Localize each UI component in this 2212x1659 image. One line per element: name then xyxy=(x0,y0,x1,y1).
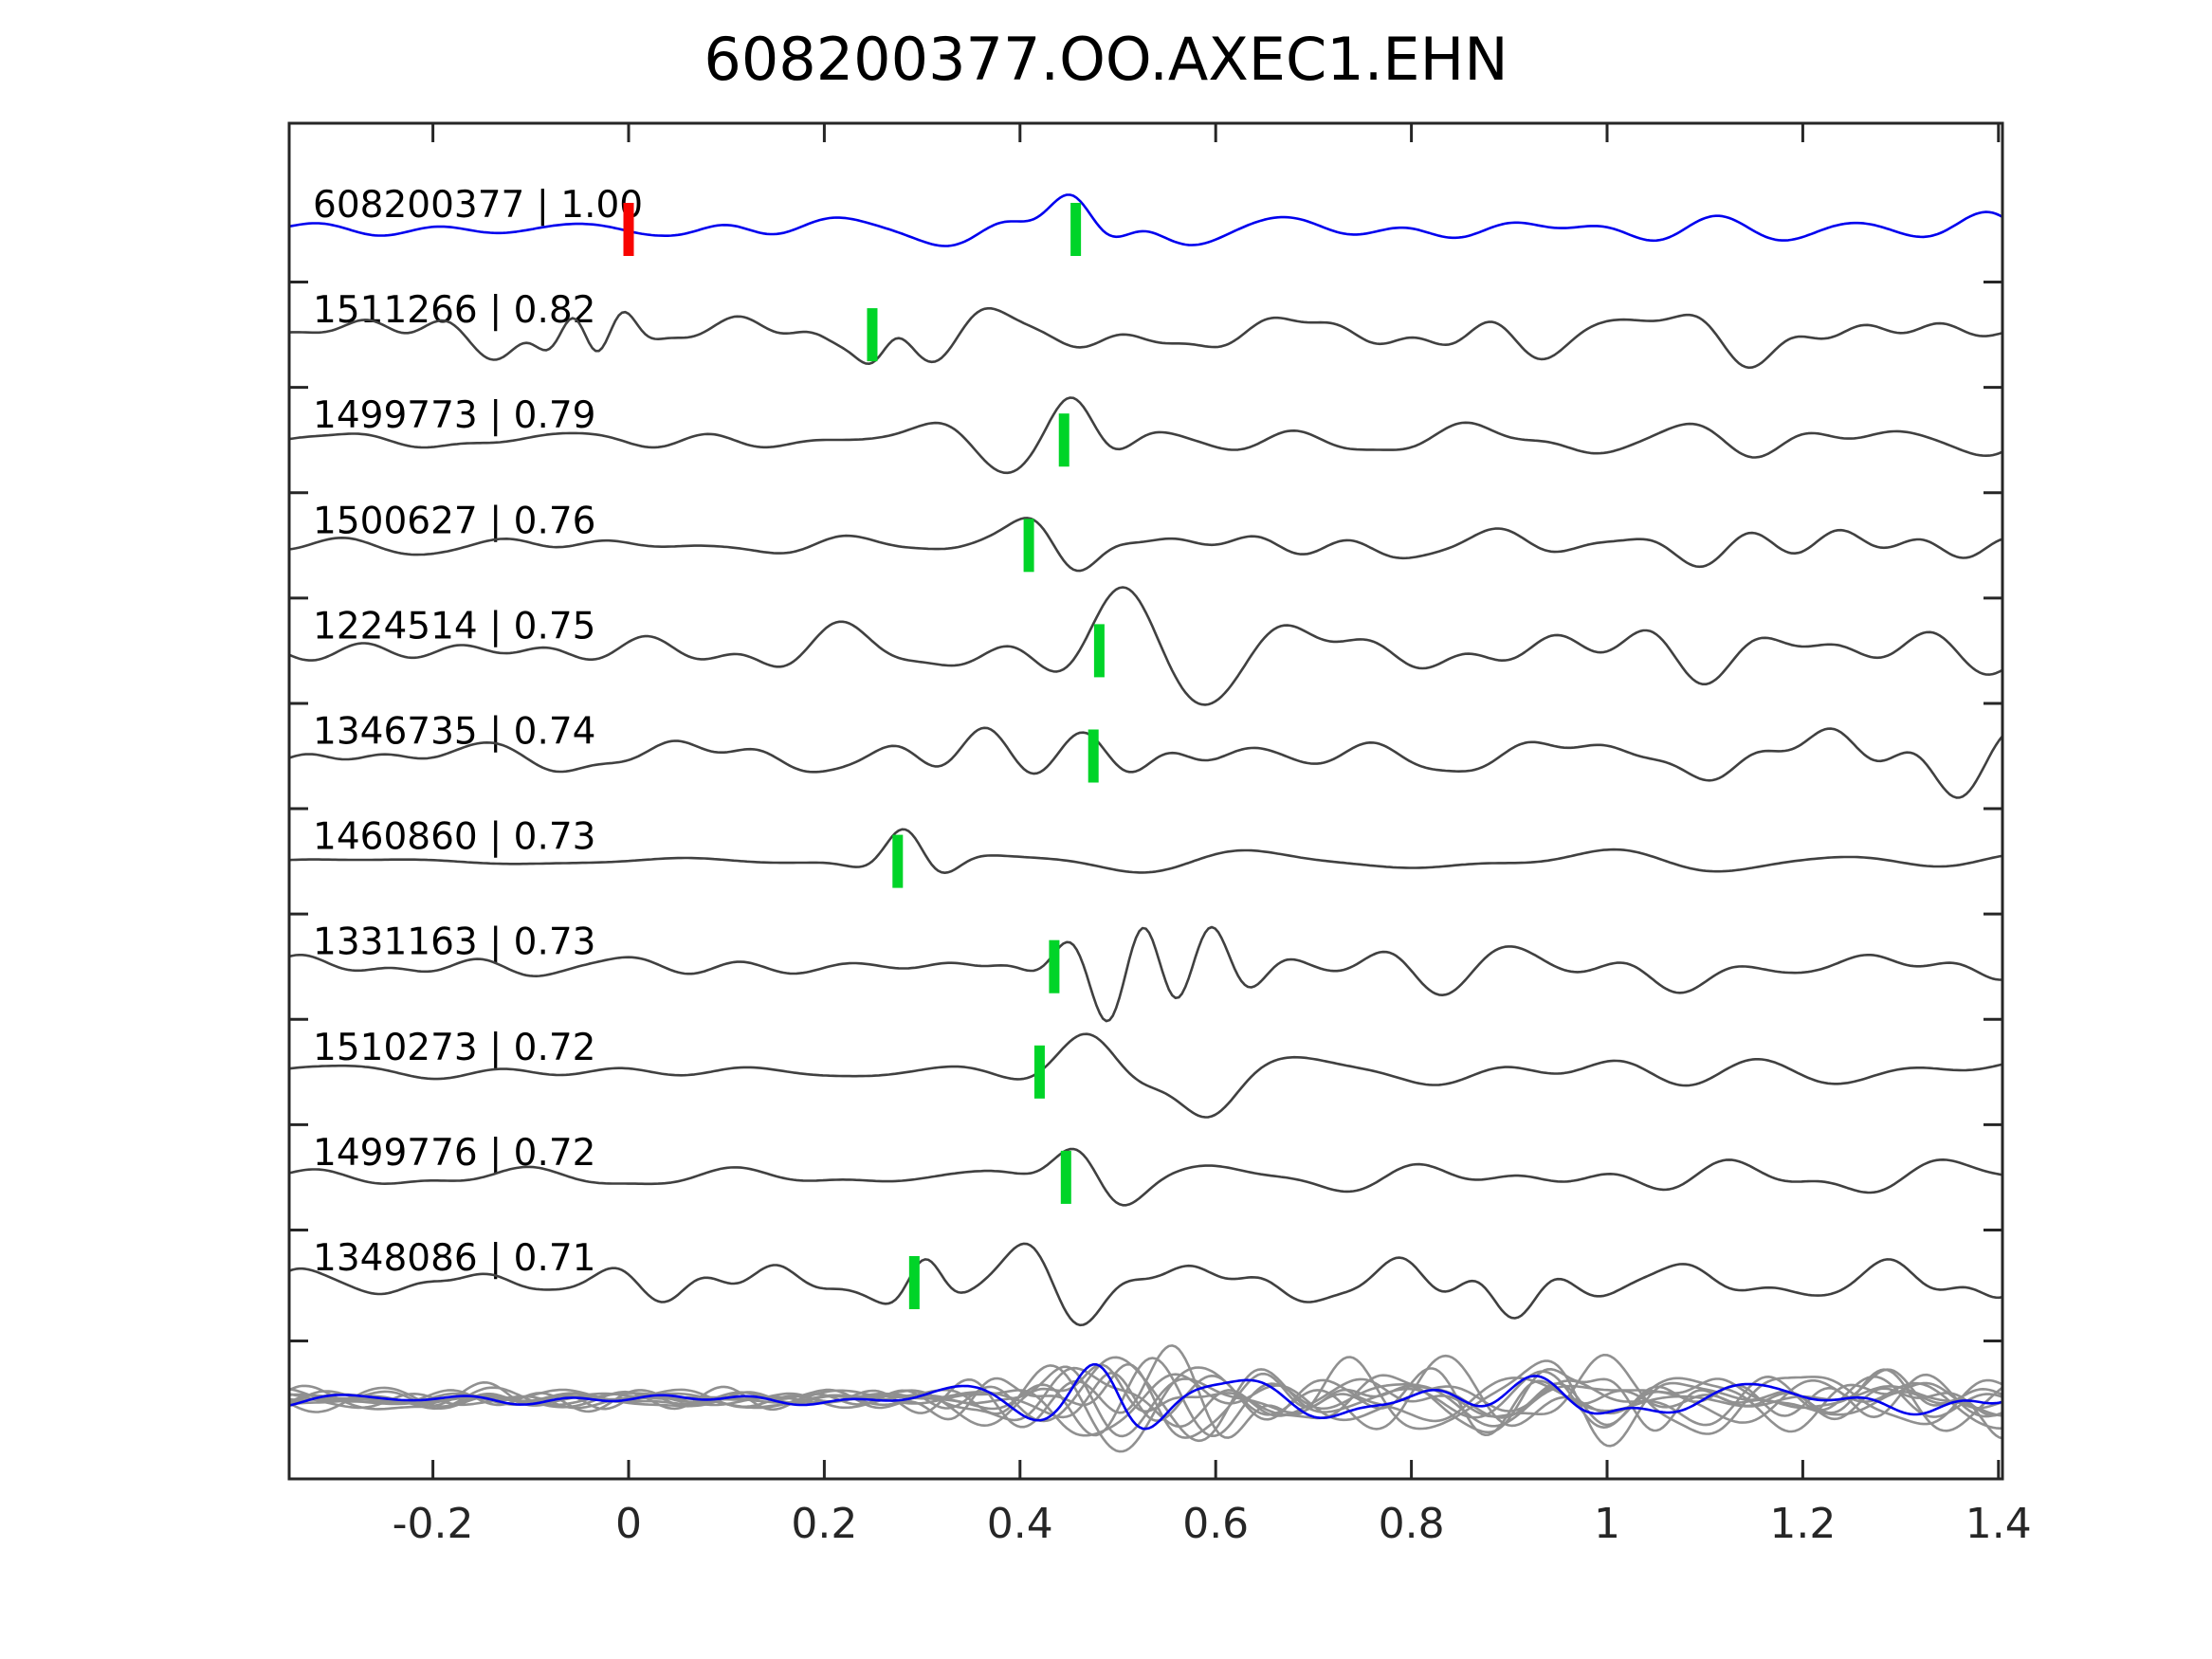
pick-marker-1460860 xyxy=(892,834,904,888)
pick-marker-1499773 xyxy=(1058,413,1069,467)
trace-label-1460860: 1460860 | 0.73 xyxy=(313,816,595,859)
figure-title: 608200377.OO.AXEC1.EHN xyxy=(704,25,1508,94)
trace-label-1500627: 1500627 | 0.76 xyxy=(313,500,595,542)
trace-label-1348086: 1348086 | 0.71 xyxy=(313,1237,595,1280)
pick-marker-1224514 xyxy=(1093,624,1105,678)
x-tick-label-0.4: 0.4 xyxy=(987,1500,1053,1548)
x-tick-label-0: 0 xyxy=(615,1500,642,1548)
pick-marker-1500627 xyxy=(1023,519,1034,573)
x-tick-label-0.8: 0.8 xyxy=(1379,1500,1445,1548)
pick-marker-1331163 xyxy=(1049,939,1060,994)
pick-marker-1511266 xyxy=(867,308,878,362)
trace-1510273 xyxy=(289,1032,2002,1119)
trace-608200377 xyxy=(289,193,2002,247)
plot-frame xyxy=(287,121,2004,1481)
trace-label-608200377: 608200377 | 1.00 xyxy=(313,184,643,227)
trace-1348086 xyxy=(289,1242,2002,1327)
trace-label-1224514: 1224514 | 0.75 xyxy=(313,605,595,647)
overlay-trace-8 xyxy=(289,1354,2002,1435)
pick-marker-1510273 xyxy=(1033,1045,1045,1099)
trace-1224514 xyxy=(289,586,2002,706)
trace-1499776 xyxy=(289,1147,2002,1207)
pick-marker-608200377 xyxy=(1070,203,1082,256)
trace-1499773 xyxy=(289,396,2002,475)
x-tick-label--0.2: -0.2 xyxy=(393,1500,474,1548)
trace-label-1499776: 1499776 | 0.72 xyxy=(313,1132,595,1175)
x-tick-label-1.2: 1.2 xyxy=(1769,1500,1836,1548)
trace-label-1331163: 1331163 | 0.73 xyxy=(313,921,595,964)
x-tick-label-0.6: 0.6 xyxy=(1182,1500,1249,1548)
trace-1511266 xyxy=(289,307,2002,370)
overlay-trace-1 xyxy=(289,1357,2002,1437)
trace-label-1346735: 1346735 | 0.74 xyxy=(313,711,595,754)
reference-time-marker xyxy=(623,203,634,256)
pick-marker-1346735 xyxy=(1088,729,1099,783)
trace-1500627 xyxy=(289,517,2002,573)
x-tick-label-1: 1 xyxy=(1594,1500,1620,1548)
trace-1346735 xyxy=(289,726,2002,799)
x-tick-label-1.4: 1.4 xyxy=(1965,1500,2032,1548)
x-tick-label-0.2: 0.2 xyxy=(791,1500,857,1548)
pick-marker-1499776 xyxy=(1060,1150,1071,1204)
trace-label-1510273: 1510273 | 0.72 xyxy=(313,1027,595,1069)
trace-1460860 xyxy=(289,828,2002,874)
trace-label-1499773: 1499773 | 0.79 xyxy=(313,394,595,437)
trace-1331163 xyxy=(289,925,2002,1023)
overlay-reference-trace xyxy=(289,1363,2002,1431)
overlay-trace-9 xyxy=(289,1372,2002,1423)
pick-marker-1348086 xyxy=(908,1256,920,1309)
overlay-trace-5 xyxy=(289,1363,2002,1427)
